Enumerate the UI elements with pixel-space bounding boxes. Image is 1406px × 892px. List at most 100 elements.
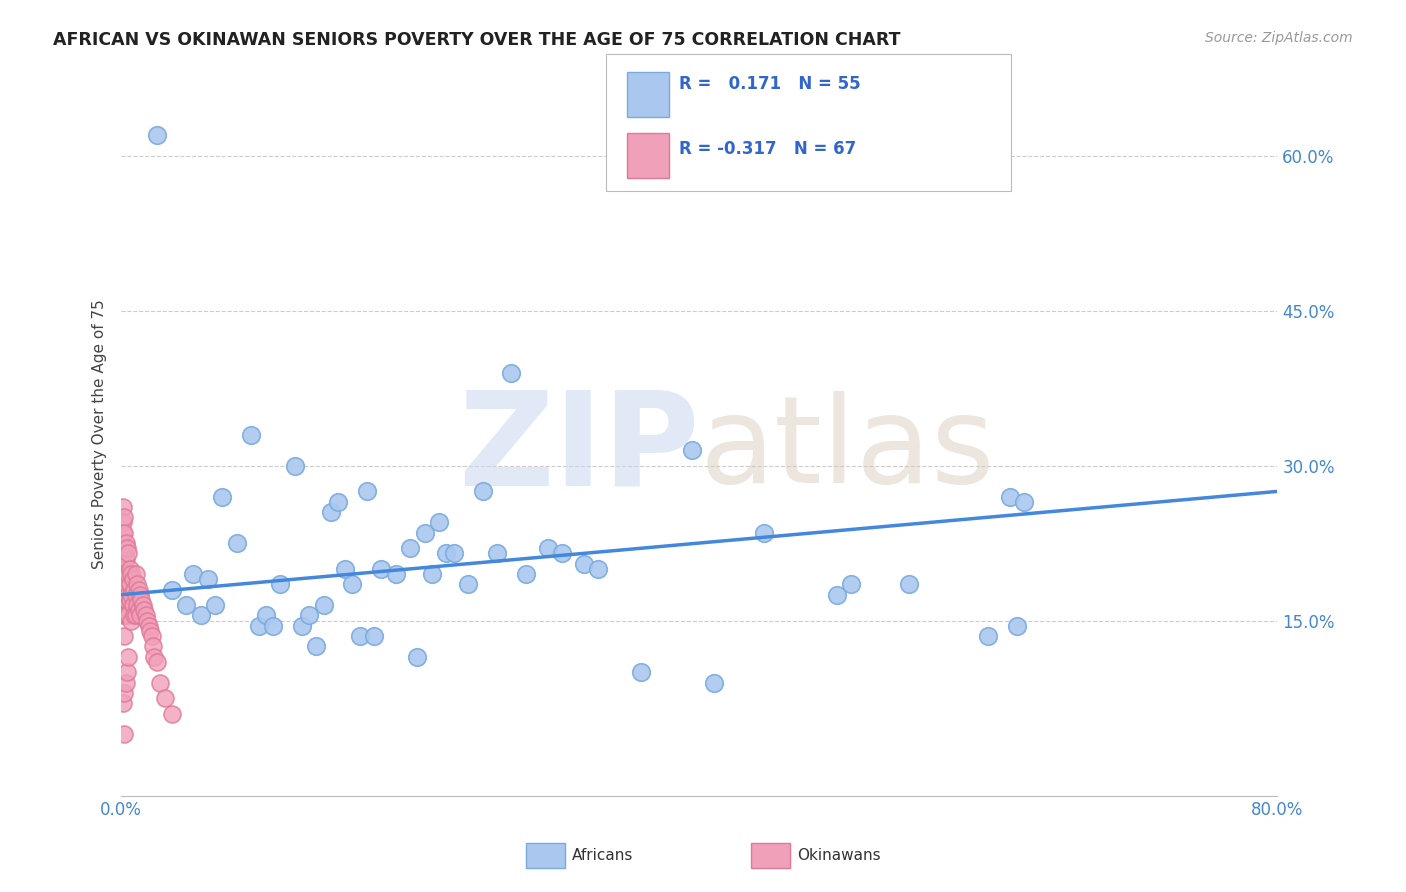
Point — [363, 629, 385, 643]
Point — [443, 546, 465, 560]
Point — [335, 562, 357, 576]
Point — [112, 727, 135, 741]
Point — [132, 598, 155, 612]
Point — [536, 541, 558, 556]
Point — [114, 588, 136, 602]
Point — [269, 577, 291, 591]
Point — [112, 546, 135, 560]
Text: Okinawans: Okinawans — [797, 848, 880, 863]
Point — [254, 608, 277, 623]
Point — [146, 655, 169, 669]
Point — [111, 541, 134, 556]
Point — [111, 567, 134, 582]
Point — [128, 582, 150, 597]
Point — [117, 546, 139, 560]
Point — [326, 494, 349, 508]
Point — [139, 624, 162, 638]
Text: Source: ZipAtlas.com: Source: ZipAtlas.com — [1205, 31, 1353, 45]
Point — [115, 541, 138, 556]
Point — [135, 608, 157, 623]
Point — [111, 500, 134, 514]
Point — [129, 588, 152, 602]
Point — [111, 582, 134, 597]
Point — [114, 572, 136, 586]
Point — [160, 582, 183, 597]
Y-axis label: Seniors Poverty Over the Age of 75: Seniors Poverty Over the Age of 75 — [93, 300, 107, 569]
Point — [112, 588, 135, 602]
Point — [124, 608, 146, 623]
Point — [1007, 618, 1029, 632]
Point — [703, 675, 725, 690]
Point — [128, 603, 150, 617]
Point — [420, 567, 443, 582]
Point — [190, 608, 212, 623]
Point — [117, 649, 139, 664]
Point — [124, 567, 146, 582]
Point — [112, 686, 135, 700]
Point — [146, 128, 169, 142]
Point — [134, 603, 156, 617]
Text: Africans: Africans — [572, 848, 634, 863]
Point — [298, 608, 321, 623]
Point — [112, 510, 135, 524]
Point — [143, 649, 166, 664]
Point — [225, 536, 247, 550]
Point — [136, 614, 159, 628]
Point — [117, 588, 139, 602]
Point — [129, 608, 152, 623]
Point — [197, 572, 219, 586]
Point — [319, 505, 342, 519]
Point — [998, 490, 1021, 504]
Point — [551, 546, 574, 560]
Point — [754, 525, 776, 540]
Point — [118, 592, 141, 607]
Point — [120, 614, 142, 628]
Point — [122, 608, 145, 623]
Point — [111, 516, 134, 530]
Point — [112, 572, 135, 586]
Point — [485, 546, 508, 560]
Text: AFRICAN VS OKINAWAN SENIORS POVERTY OVER THE AGE OF 75 CORRELATION CHART: AFRICAN VS OKINAWAN SENIORS POVERTY OVER… — [53, 31, 901, 49]
Point — [138, 618, 160, 632]
Point — [141, 629, 163, 643]
Point — [115, 592, 138, 607]
Text: atlas: atlas — [699, 391, 995, 508]
Point — [111, 592, 134, 607]
Point — [457, 577, 479, 591]
Point — [127, 577, 149, 591]
Point — [115, 665, 138, 680]
Point — [349, 629, 371, 643]
Point — [121, 598, 143, 612]
Point — [160, 706, 183, 721]
Point — [406, 649, 429, 664]
Point — [114, 551, 136, 566]
Point — [413, 525, 436, 540]
Point — [112, 608, 135, 623]
Point — [471, 484, 494, 499]
Point — [247, 618, 270, 632]
Point — [131, 592, 153, 607]
Point — [284, 458, 307, 473]
Point — [118, 577, 141, 591]
Point — [127, 598, 149, 612]
Point — [114, 675, 136, 690]
Point — [111, 696, 134, 710]
Point — [124, 588, 146, 602]
Point — [501, 366, 523, 380]
Point — [112, 525, 135, 540]
Point — [825, 588, 848, 602]
Point — [204, 598, 226, 612]
Point — [515, 567, 537, 582]
Point — [114, 608, 136, 623]
Point — [572, 557, 595, 571]
Point — [122, 582, 145, 597]
Point — [370, 562, 392, 576]
Text: R = -0.317   N = 67: R = -0.317 N = 67 — [679, 140, 856, 158]
Point — [120, 567, 142, 582]
Point — [120, 588, 142, 602]
Point — [153, 691, 176, 706]
Point — [291, 618, 314, 632]
Point — [149, 675, 172, 690]
Point — [112, 629, 135, 643]
Point — [1014, 494, 1036, 508]
